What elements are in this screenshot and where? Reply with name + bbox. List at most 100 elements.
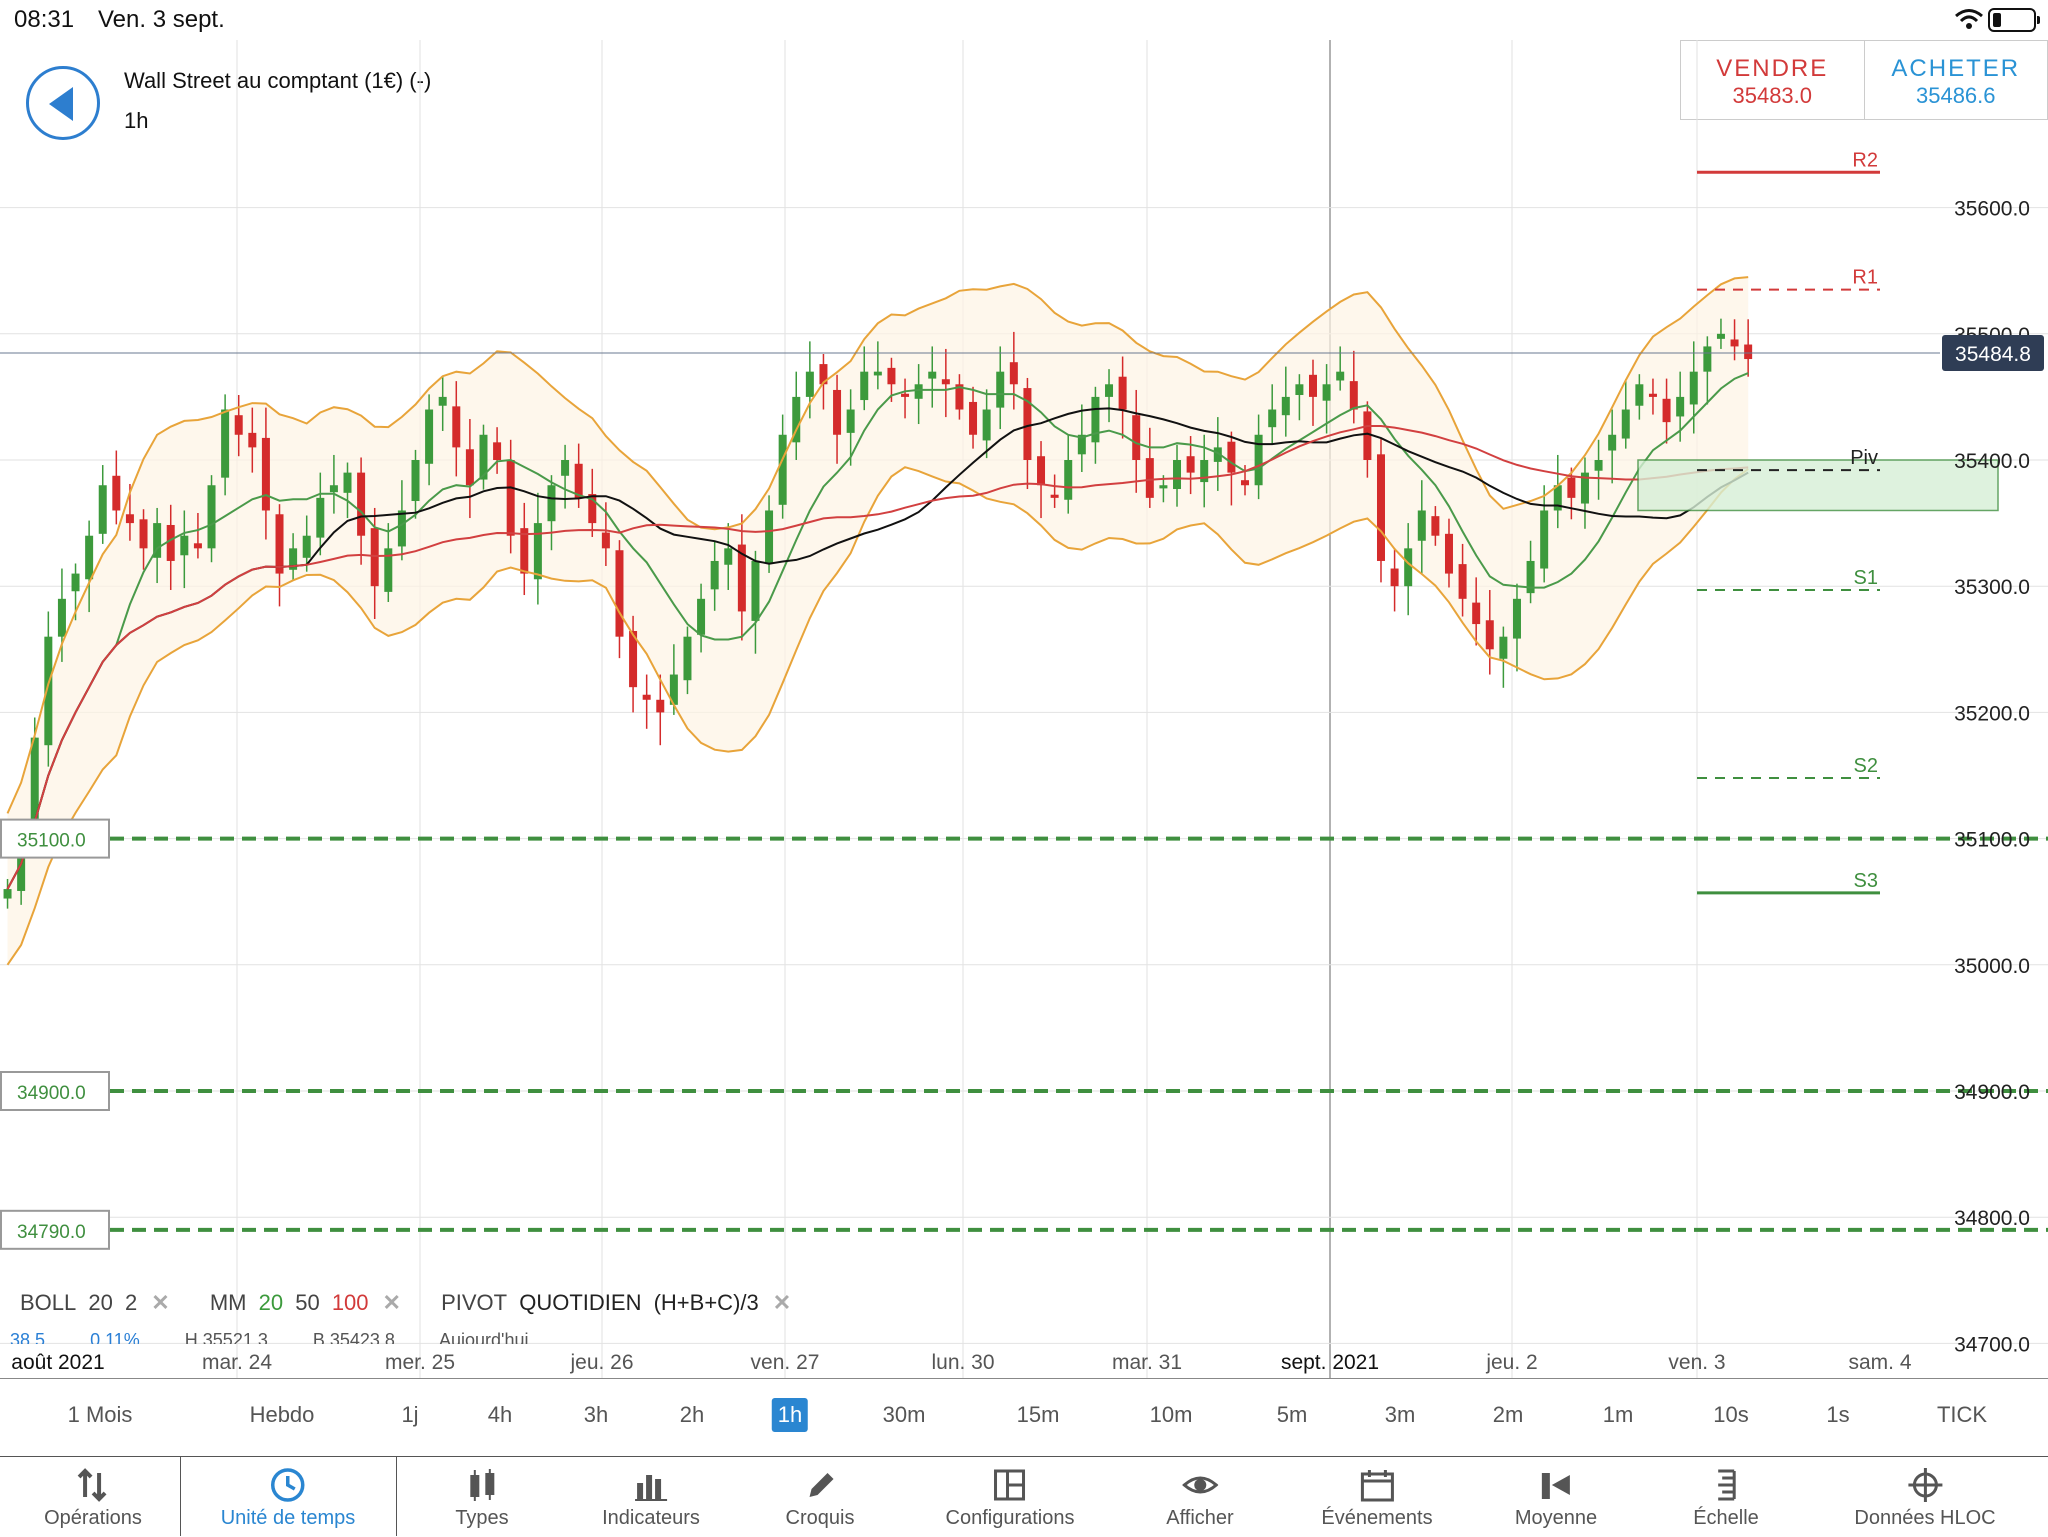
- toolbar-scale-button[interactable]: Échelle: [1693, 1457, 1759, 1537]
- candle-body: [1037, 456, 1046, 486]
- candle-body: [574, 463, 583, 498]
- price-axis-label: 35100.0: [1954, 829, 2030, 852]
- sell-button[interactable]: VENDRE 35483.0: [1681, 41, 1865, 119]
- timeframe-option[interactable]: 10s: [1713, 1402, 1749, 1427]
- timeframe-option[interactable]: 2h: [679, 1402, 705, 1427]
- date-axis-label: mer. 25: [385, 1351, 455, 1374]
- toolbar-bar-chart-button[interactable]: Indicateurs: [602, 1457, 700, 1537]
- indicator-legend: BOLL 20 2 ✕ MM 20 50 100 ✕ PIVOT QUOTIDIEN…: [20, 1290, 825, 1316]
- price-axis: 35600.035500.035400.035300.035200.035100…: [1954, 198, 2030, 1357]
- timeframe-option[interactable]: 5m: [1276, 1402, 1308, 1427]
- back-button[interactable]: [26, 66, 100, 140]
- candle-body: [1404, 548, 1413, 587]
- average-icon: [1542, 1473, 1570, 1499]
- candle-body: [1716, 333, 1725, 339]
- candlestick-icon: [469, 1469, 494, 1501]
- candle-body: [1308, 374, 1317, 397]
- legend-boll-period: 20: [88, 1290, 113, 1315]
- timeframe-option[interactable]: Hebdo: [249, 1402, 315, 1427]
- candle-body: [1145, 458, 1154, 498]
- candle-body: [1363, 411, 1372, 460]
- toolbar-label: Indicateurs: [602, 1507, 700, 1529]
- timeframe-option[interactable]: 15m: [1016, 1402, 1060, 1427]
- candle-body: [1023, 388, 1032, 460]
- candle-body: [901, 393, 910, 397]
- candle-body: [697, 598, 706, 635]
- status-date: Ven. 3 sept.: [98, 6, 225, 33]
- pivot-levels: R2 R1 Piv S1 S2 S3: [1637, 149, 1999, 895]
- timeframe-option[interactable]: 3m: [1384, 1402, 1416, 1427]
- toolbar-label: Données HLOC: [1854, 1507, 1996, 1529]
- timeframe-option[interactable]: 4h: [487, 1402, 513, 1427]
- toolbar-candlestick-button[interactable]: Types: [455, 1457, 509, 1537]
- candle-body: [1676, 396, 1685, 417]
- candle-body: [234, 415, 243, 435]
- timeframe-option[interactable]: 1m: [1602, 1402, 1634, 1427]
- timeframe-option[interactable]: 1 Mois: [67, 1402, 133, 1427]
- candle-body: [1200, 460, 1209, 483]
- candle-body: [1608, 434, 1617, 451]
- toolbar-average-button[interactable]: Moyenne: [1515, 1457, 1597, 1537]
- candle-body: [683, 636, 692, 681]
- toolbar-crosshair-button[interactable]: Données HLOC: [1854, 1457, 1996, 1537]
- timeframe-option[interactable]: TICK: [1936, 1402, 1988, 1427]
- candle-body: [656, 699, 665, 713]
- bollinger-lower-line: [6, 466, 1749, 966]
- candle-body: [1349, 381, 1358, 410]
- timeframe-option[interactable]: 2m: [1492, 1402, 1524, 1427]
- timeframe-option[interactable]: 10m: [1149, 1402, 1193, 1427]
- wifi-icon: [1955, 9, 1983, 29]
- legend-values-row: 38.5 0.11% H 35521.3 B 35423.8 Aujourd'h…: [10, 1330, 568, 1344]
- legend-pivot-formula: (H+B+C)/3: [653, 1290, 759, 1315]
- timeframe-option[interactable]: 3h: [583, 1402, 609, 1427]
- price-axis-label: 35400.0: [1954, 450, 2030, 473]
- candle-body: [846, 409, 855, 433]
- bollinger-upper-line: [6, 276, 1749, 814]
- candle-body: [1458, 564, 1467, 599]
- remove-mm-icon[interactable]: ✕: [382, 1290, 401, 1315]
- toolbar-pencil-button[interactable]: Croquis: [785, 1457, 855, 1537]
- chart-timeframe: 1h: [124, 108, 149, 133]
- toolbar-label: Unité de temps: [220, 1507, 356, 1529]
- toolbar-arrows-updown-button[interactable]: Opérations: [44, 1457, 142, 1537]
- trade-panel: VENDRE 35483.0 ACHETER 35486.6: [1680, 40, 2048, 120]
- candle-body: [275, 514, 284, 574]
- candle-body: [615, 550, 624, 637]
- candle-body: [1526, 560, 1535, 594]
- toolbar-divider: [180, 1456, 181, 1536]
- candle-body: [1254, 434, 1263, 486]
- time-axis-divider: [0, 1378, 2048, 1379]
- toolbar-label: Moyenne: [1514, 1507, 1598, 1529]
- price-axis-label: 35000.0: [1954, 955, 2030, 978]
- candle-body: [1390, 568, 1399, 587]
- toolbar-eye-button[interactable]: Afficher: [1166, 1457, 1234, 1537]
- price-chart[interactable]: 35100.0 34900.0 34790.0 R2 R1 Piv S1 S2 S3 35600.…: [0, 40, 2048, 1378]
- pivot-label: R2: [1852, 149, 1878, 171]
- toolbar-clock-button[interactable]: Unité de temps: [220, 1457, 356, 1537]
- calendar-icon: [1360, 1470, 1394, 1502]
- candle-body: [302, 535, 311, 558]
- candle-body: [1567, 477, 1576, 498]
- candle-body: [1730, 339, 1739, 347]
- remove-boll-icon[interactable]: ✕: [151, 1290, 170, 1315]
- remove-pivot-icon[interactable]: ✕: [772, 1290, 792, 1315]
- candle-body: [1553, 485, 1562, 511]
- toolbar-layout-button[interactable]: Configurations: [946, 1457, 1074, 1537]
- timeframe-option[interactable]: 1h: [771, 1398, 809, 1432]
- timeframe-option[interactable]: 1s: [1826, 1402, 1850, 1427]
- candle-body: [1594, 460, 1603, 471]
- price-axis-label: 34900.0: [1954, 1081, 2030, 1104]
- buy-button[interactable]: ACHETER 35486.6: [1865, 41, 2048, 119]
- toolbar-label: Croquis: [785, 1507, 855, 1529]
- timeframe-option[interactable]: 1j: [401, 1402, 419, 1427]
- date-axis-label: jeu. 26: [569, 1351, 633, 1374]
- date-axis-label: ven. 27: [751, 1351, 820, 1374]
- toolbar-calendar-button[interactable]: Événements: [1321, 1457, 1433, 1537]
- candle-body: [1431, 516, 1440, 536]
- toolbar-label: Opérations: [44, 1507, 142, 1529]
- candle-body: [425, 409, 434, 464]
- legend-mm-20: 20: [258, 1290, 284, 1315]
- timeframe-option[interactable]: 30m: [882, 1402, 926, 1427]
- candle-body: [1159, 485, 1168, 489]
- candle-body: [261, 437, 270, 511]
